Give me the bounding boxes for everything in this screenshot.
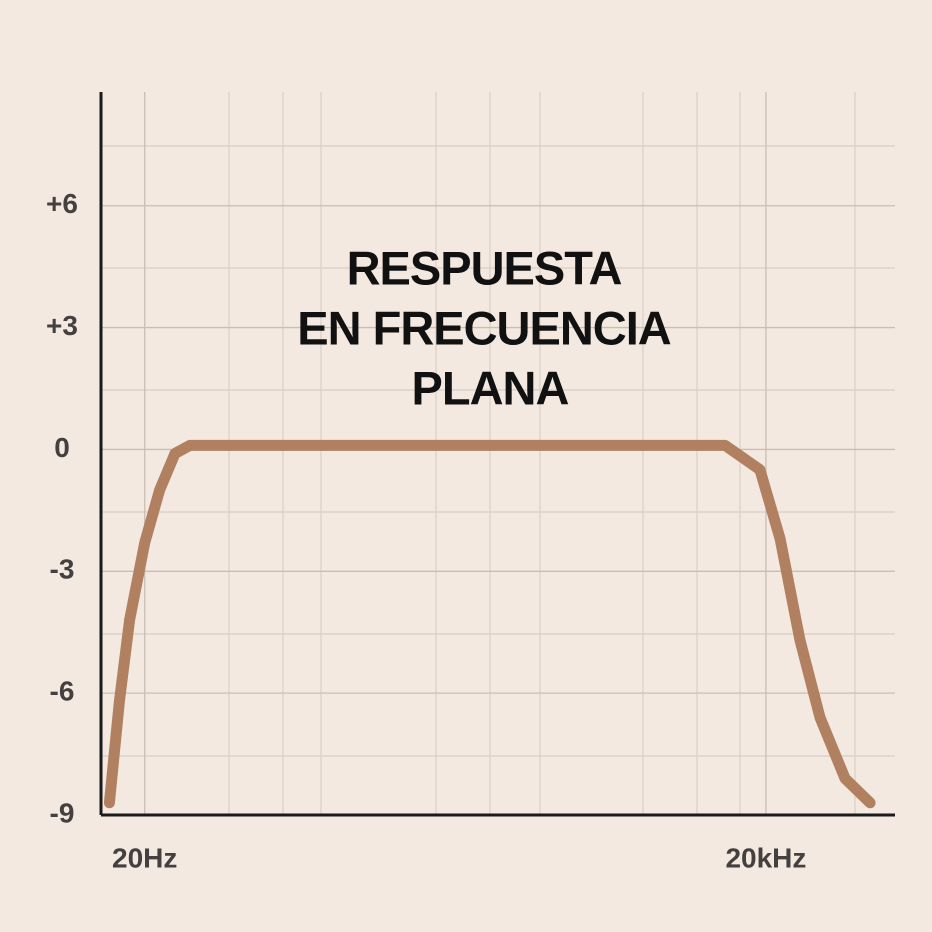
x-tick-label: 20kHz <box>725 842 806 873</box>
x-tick-label: 20Hz <box>112 842 177 873</box>
y-tick-label: +3 <box>46 310 78 341</box>
chart-title: EN FRECUENCIA <box>297 301 671 354</box>
y-tick-label: 0 <box>54 432 70 463</box>
chart-title: PLANA <box>412 361 569 414</box>
response-line <box>103 439 876 809</box>
paper-grid <box>101 92 895 815</box>
y-tick-label: +6 <box>46 188 78 219</box>
y-tick-label: -3 <box>50 554 75 585</box>
y-tick-label: -6 <box>50 676 75 707</box>
chart-title: RESPUESTA <box>347 241 622 294</box>
y-tick-label: -9 <box>50 797 75 828</box>
